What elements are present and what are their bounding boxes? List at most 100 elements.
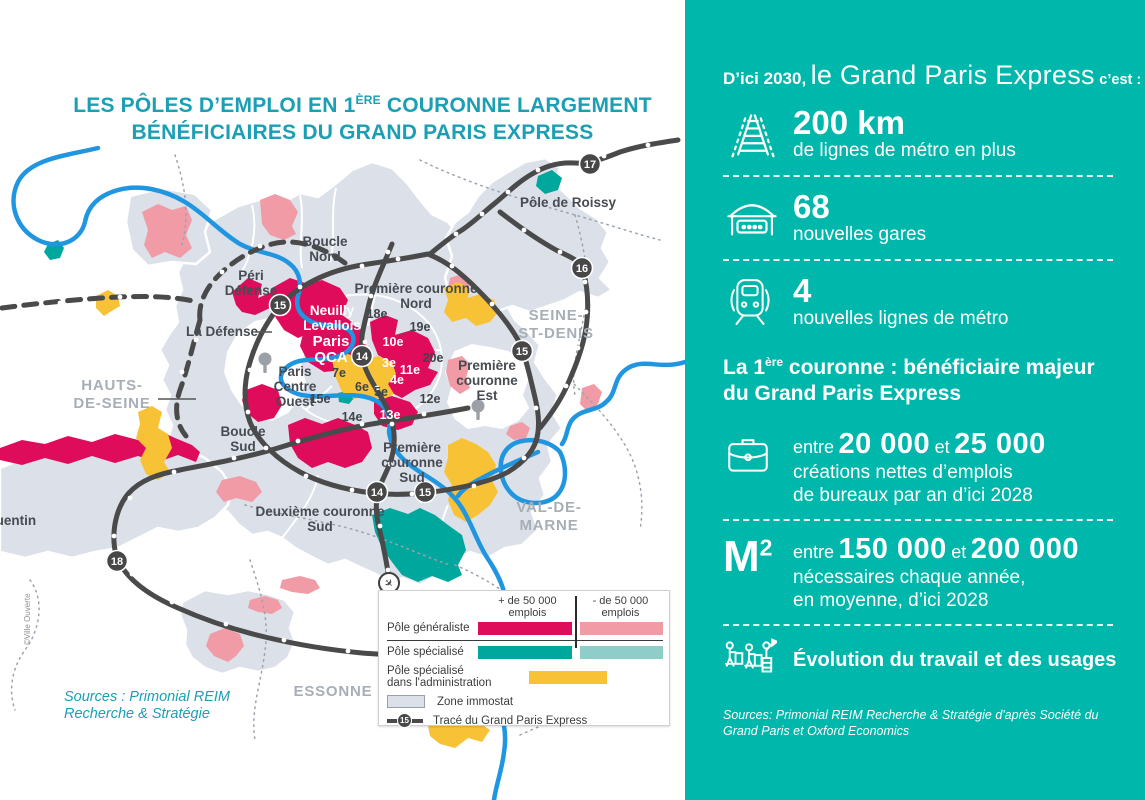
label-seine-st-denis-2: ST-DENIS (518, 325, 594, 342)
badge-18: 18 (111, 556, 123, 568)
label-10e: 10e (383, 335, 404, 349)
station-dots (57, 142, 651, 666)
label-pc-est-3: Est (476, 388, 498, 403)
stat-evolution: Évolution du travail et des usages (723, 638, 1117, 683)
stat-sqm-value: entre 150 000 et 200 000 (793, 533, 1079, 566)
pole-zones (0, 170, 602, 748)
title-sup: ÈRE (355, 93, 381, 107)
sqm-sup: 2 (759, 534, 773, 561)
label-essonne: ESSONNE (294, 683, 373, 700)
sidebar-subheading: La 1ère couronne : bénéficiaire majeur d… (723, 355, 1117, 408)
label-pc-nord-2: Nord (400, 296, 432, 311)
legend-generalist-label: Pôle généraliste (387, 622, 470, 635)
label-14e: 14e (342, 410, 363, 424)
label-neuilly-2: Levallois (303, 318, 361, 333)
arrondissement-labels: 18e 19e 20e 10e 3e 11e 4e 7e 6e 5e 15e 1… (310, 307, 444, 424)
sqm-word2: et (951, 541, 967, 562)
subheading-post: couronne : bénéficiaire majeur (783, 356, 1095, 379)
badge-14-center: 14 (356, 351, 369, 363)
legend-admin-label: Pôle spécialisé dans l'administration (387, 665, 529, 689)
stat-gares-label: nouvelles gares (793, 223, 927, 245)
map-sources-line2: Recherche & Stratégie (64, 706, 210, 722)
dashed-divider (723, 259, 1113, 261)
dashed-divider (723, 175, 1113, 177)
label-4e: 4e (390, 373, 404, 387)
swatch-admin (529, 670, 607, 684)
title-line1: LES PÔLES D’EMPLOI EN 1 (73, 94, 356, 117)
label-paris-centre-ouest-3: Ouest (276, 394, 315, 409)
legend-admin-line1: Pôle spécialisé (387, 665, 464, 677)
badge-14-south: 14 (371, 487, 384, 499)
label-neuilly: Neuilly (310, 303, 355, 318)
label-pc-sud: Première (383, 440, 441, 455)
jobs-num2: 25 000 (954, 427, 1046, 460)
map-legend: + de 50 000 emplois - de 50 000 emplois … (378, 590, 670, 729)
stat-jobs: entre 20 000 et 25 000 créations nettes … (723, 428, 1117, 507)
label-pc-est: Première (458, 358, 516, 373)
metro-train-icon (723, 275, 793, 329)
label-la-defense: La Défense (186, 324, 259, 339)
legend-zone-label: Zone immostat (437, 695, 514, 708)
label-pc-nord: Première couronne (354, 281, 478, 296)
stat-sqm-line3: en moyenne, d’ici 2028 (793, 590, 989, 612)
rail-tracks-icon (723, 108, 793, 160)
label-boucle-nord: Boucle (302, 234, 348, 249)
stat-sqm-line2: nécessaires chaque année, (793, 566, 1026, 588)
intro-big: le Grand Paris Express (810, 60, 1095, 90)
legend-col-minus: - de 50 000 emplois (592, 595, 649, 619)
sidebar-heading: D’ici 2030, le Grand Paris Express c’est… (723, 60, 1141, 91)
label-boucle-sud: Boucle (220, 424, 266, 439)
trace-line-icon: 15 (387, 713, 423, 729)
map-panel: LES PÔLES D’EMPLOI EN 1ÈRE COURONNE LARG… (0, 92, 685, 800)
label-15e: 15e (310, 392, 331, 406)
legend-rule (387, 640, 663, 641)
label-peri-defense-2: Défense (225, 283, 278, 298)
subheading-sup: ère (765, 355, 784, 369)
jobs-word2: et (934, 436, 950, 457)
label-19e: 19e (410, 320, 431, 334)
swatch-generalist-major (477, 622, 572, 635)
sqm-num2: 200 000 (970, 532, 1080, 565)
swatch-generalist-minor (579, 622, 663, 635)
legend-specialist-label: Pôle spécialisé (387, 646, 464, 659)
label-18e: 18e (367, 307, 388, 321)
label-pole-roissy: Pôle de Roissy (520, 195, 617, 210)
jobs-word1: entre (793, 436, 835, 457)
department-labels: HAUTS- DE-SEINE SEINE- ST-DENIS VAL-DE- … (73, 307, 593, 700)
label-20e: 20e (423, 351, 444, 365)
stat-gares-value: 68 (793, 188, 830, 226)
stat-jobs-value: entre 20 000 et 25 000 (793, 428, 1046, 461)
label-peri-defense: Péri (238, 268, 264, 283)
stat-jobs-line3: de bureaux par an d’ici 2028 (793, 484, 1033, 506)
label-pc-sud-2: couronne (381, 455, 443, 470)
stat-km-label: de lignes de métro en plus (793, 139, 1016, 161)
badge-16: 16 (576, 263, 588, 275)
label-pc-est-2: couronne (456, 373, 518, 388)
stat-jobs-line2: créations nettes d’emplois (793, 461, 1013, 483)
label-val-de-marne-2: MARNE (520, 517, 579, 534)
jobs-num1: 20 000 (838, 427, 931, 460)
sqm-m: M (723, 531, 760, 581)
stat-lignes-label: nouvelles lignes de métro (793, 307, 1009, 329)
label-saint-quentin: nt-Quentin (0, 513, 36, 528)
map-title: LES PÔLES D’EMPLOI EN 1ÈRE COURONNE LARG… (45, 92, 680, 147)
label-boucle-sud-2: Sud (230, 439, 256, 454)
badge-15-west: 15 (274, 300, 286, 312)
stat-sqm: M2 entre 150 000 et 200 000 nécessaires … (723, 533, 1117, 612)
label-dc-sud: Deuxième couronne (255, 504, 385, 519)
badge-15-east: 15 (516, 346, 528, 358)
label-hauts-de-seine: HAUTS- (81, 377, 142, 394)
label-11e: 11e (400, 363, 420, 377)
stat-km-value: 200 km (793, 104, 905, 142)
label-5e: 5e (374, 385, 388, 399)
label-dc-sud-2: Sud (307, 519, 333, 534)
badge-17: 17 (584, 159, 596, 171)
label-3e: 3e (382, 356, 396, 370)
park-tree-icons (258, 352, 485, 420)
label-paris-qca-2: QCA (314, 349, 348, 366)
dashed-divider (723, 624, 1113, 627)
trace-badge: 15 (397, 713, 412, 729)
rivers (11, 145, 685, 800)
region-labels: Boucle Nord Péri Défense La Défense Neui… (0, 195, 617, 534)
